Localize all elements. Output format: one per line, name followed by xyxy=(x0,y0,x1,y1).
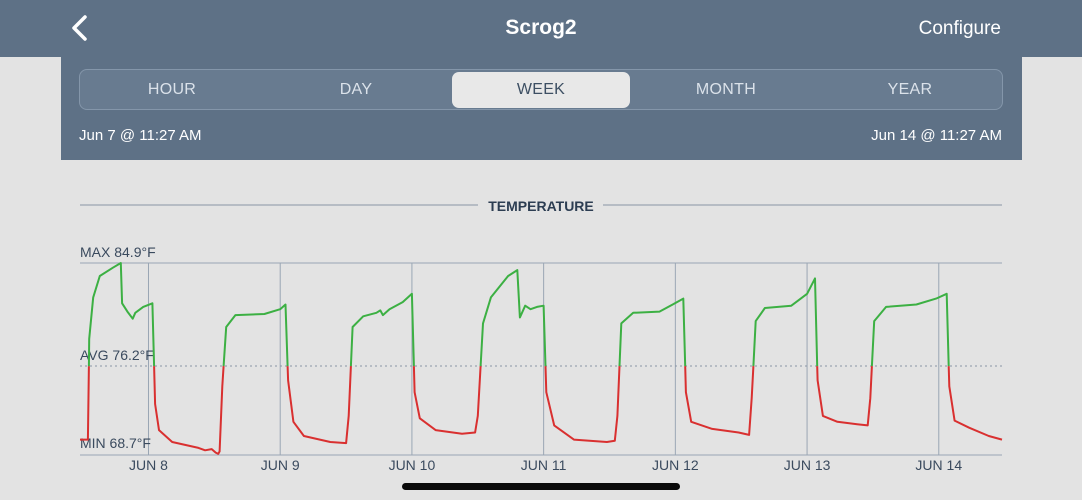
series-line-above-avg xyxy=(87,262,156,367)
x-tick-label: JUN 10 xyxy=(389,457,436,473)
tab-day[interactable]: DAY xyxy=(339,81,373,98)
page-title: Scrog2 xyxy=(505,16,577,39)
avg-label: AVG 76.2°F xyxy=(80,347,154,363)
series-line-above-avg xyxy=(870,292,950,367)
x-tick-label: JUN 11 xyxy=(521,457,567,473)
tab-month[interactable]: MONTH xyxy=(695,81,757,98)
x-tick-label: JUN 9 xyxy=(261,457,300,473)
range-panel: HOUR DAY WEEK MONTH YEAR Jun 7 @ 11:27 A… xyxy=(61,57,1022,160)
tab-hour[interactable]: HOUR xyxy=(147,81,197,98)
series-line-above-avg xyxy=(479,269,547,367)
series-line-below-avg xyxy=(544,366,621,443)
x-axis-ticks: JUN 8 JUN 9 JUN 10 JUN 11 JUN 12 JUN 13 JUN 14 xyxy=(129,457,962,473)
chevron-left-icon xyxy=(72,15,87,41)
series-line-above-avg xyxy=(349,292,415,367)
chart-gridlines xyxy=(147,263,940,455)
tab-year[interactable]: YEAR xyxy=(887,81,933,98)
series-line-above-avg xyxy=(618,297,687,367)
tab-week[interactable]: WEEK xyxy=(452,72,630,108)
series-line-below-avg xyxy=(684,366,755,436)
range-segmented-control: HOUR DAY WEEK MONTH YEAR xyxy=(79,69,1003,110)
min-label: MIN 68.7°F xyxy=(80,435,151,451)
home-indicator[interactable] xyxy=(402,483,680,490)
configure-button[interactable]: Configure xyxy=(918,18,1001,39)
x-tick-label: JUN 8 xyxy=(129,457,168,473)
series-line-below-avg xyxy=(412,366,482,435)
x-tick-label: JUN 14 xyxy=(915,457,962,473)
x-tick-label: JUN 13 xyxy=(784,457,831,473)
temperature-chart: TEMPERATURE MAX 84.9°F AVG 76.2°F MIN 68… xyxy=(80,198,1003,473)
max-label: MAX 84.9°F xyxy=(80,244,156,260)
nav-bar: Scrog2 Configure xyxy=(0,0,1082,57)
range-end-date: Jun 14 @ 11:27 AM xyxy=(871,127,1002,144)
temperature-series xyxy=(80,262,1003,455)
chart-title: TEMPERATURE xyxy=(488,198,594,214)
series-line-below-avg xyxy=(816,366,873,427)
back-button[interactable] xyxy=(64,10,100,46)
series-line-above-avg xyxy=(222,303,289,367)
x-tick-label: JUN 12 xyxy=(652,457,699,473)
series-line-above-avg xyxy=(752,277,819,367)
series-line-below-avg xyxy=(153,366,225,455)
series-line-below-avg xyxy=(947,366,1003,441)
range-start-date: Jun 7 @ 11:27 AM xyxy=(79,127,202,144)
series-line-below-avg xyxy=(286,366,352,445)
series-line-below-avg xyxy=(80,366,90,441)
